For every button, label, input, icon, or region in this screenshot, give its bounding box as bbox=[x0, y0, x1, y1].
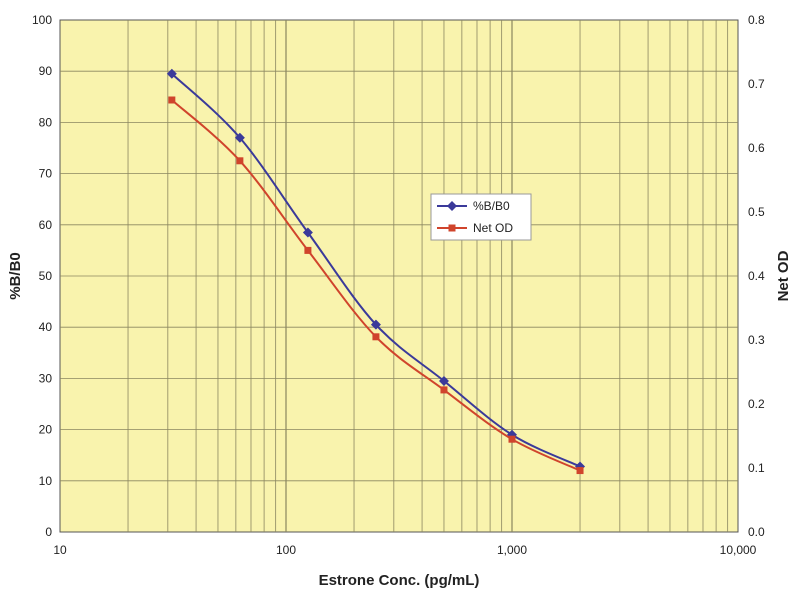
data-point-percent-bb0 bbox=[370, 319, 381, 330]
y2-axis-title: Net OD bbox=[775, 250, 792, 301]
grid bbox=[60, 20, 738, 532]
y-tick-label: 60 bbox=[39, 218, 53, 232]
y2-tick-label: 0.1 bbox=[748, 461, 765, 475]
data-point-percent-bb0 bbox=[438, 375, 449, 386]
y2-tick-label: 0.4 bbox=[748, 269, 765, 283]
x-tick-label: 100 bbox=[276, 543, 296, 557]
data-point-percent-bb0 bbox=[234, 132, 245, 143]
x-tick-labels: 10 100 1,000 10,000 bbox=[53, 543, 756, 557]
x-tick-label: 10 bbox=[53, 543, 67, 557]
y2-tick-label: 0.7 bbox=[748, 77, 765, 91]
data-point-net-od bbox=[304, 246, 312, 254]
x-tick-label: 10,000 bbox=[720, 543, 757, 557]
y2-tick-label: 0.5 bbox=[748, 205, 765, 219]
y-tick-label: 40 bbox=[39, 320, 53, 334]
x-axis-title: Estrone Conc. (pg/mL) bbox=[319, 572, 480, 589]
legend: %B/B0 Net OD bbox=[430, 193, 532, 241]
y2-tick-label: 0.0 bbox=[748, 525, 765, 539]
data-point-net-od bbox=[168, 96, 176, 104]
series-layer bbox=[166, 68, 586, 475]
y-tick-label: 90 bbox=[39, 64, 53, 78]
y-tick-label: 50 bbox=[39, 269, 53, 283]
legend-label-net-od: Net OD bbox=[473, 221, 513, 235]
y-tick-label: 0 bbox=[45, 525, 52, 539]
data-point-percent-bb0 bbox=[166, 68, 177, 79]
legend-marker-percent-bb0 bbox=[447, 201, 457, 211]
legend-box bbox=[430, 193, 532, 241]
data-point-net-od bbox=[236, 157, 244, 165]
y-tick-label: 70 bbox=[39, 167, 53, 181]
y-tick-label: 80 bbox=[39, 115, 53, 129]
y2-tick-label: 0.3 bbox=[748, 333, 765, 347]
data-point-net-od bbox=[372, 333, 380, 341]
legend-label-percent-bb0: %B/B0 bbox=[473, 199, 510, 213]
x-tick-label: 1,000 bbox=[497, 543, 527, 557]
y-tick-label: 10 bbox=[39, 474, 53, 488]
y-tick-label: 100 bbox=[32, 13, 52, 27]
y2-tick-labels: 0.0 0.1 0.2 0.3 0.4 0.5 0.6 0.7 0.8 bbox=[748, 13, 765, 539]
y2-tick-label: 0.6 bbox=[748, 141, 765, 155]
data-point-net-od bbox=[576, 467, 584, 475]
y-tick-labels: 0 10 20 30 40 50 60 70 80 90 100 bbox=[32, 13, 52, 539]
data-point-net-od bbox=[440, 386, 448, 394]
data-point-net-od bbox=[508, 435, 516, 443]
legend-marker-net-od bbox=[448, 224, 456, 232]
y2-tick-label: 0.8 bbox=[748, 13, 765, 27]
y-tick-label: 30 bbox=[39, 371, 53, 385]
y2-tick-label: 0.2 bbox=[748, 397, 765, 411]
y-tick-label: 20 bbox=[39, 423, 53, 437]
data-point-percent-bb0 bbox=[302, 227, 313, 238]
y-axis-title: %B/B0 bbox=[7, 252, 24, 300]
